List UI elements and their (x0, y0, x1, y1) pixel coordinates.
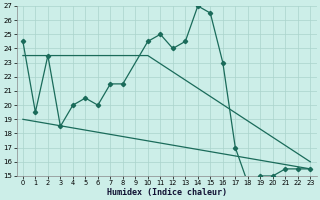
X-axis label: Humidex (Indice chaleur): Humidex (Indice chaleur) (107, 188, 227, 197)
